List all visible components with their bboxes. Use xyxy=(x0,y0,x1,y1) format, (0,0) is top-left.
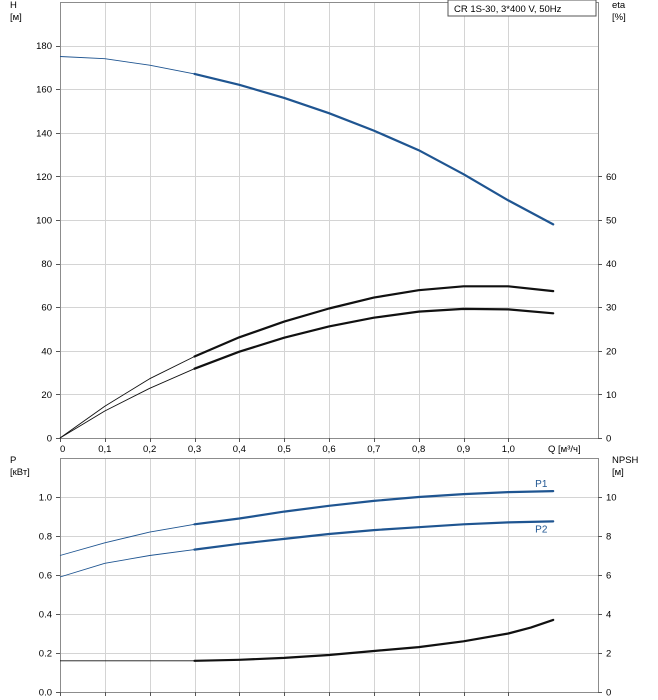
right-axis-tick-label: 50 xyxy=(606,216,617,227)
x-axis-tick-label: 0 xyxy=(60,444,65,455)
x-axis-tick-label: 0,2 xyxy=(143,444,156,455)
series-line xyxy=(193,520,555,551)
right-axis-label: [м] xyxy=(612,467,624,478)
pump-label-box: CR 1S-30, 3*400 V, 50Hz xyxy=(447,0,597,17)
left-axis-tick-label: 160 xyxy=(36,85,52,96)
left-axis-label: [кВт] xyxy=(10,467,30,478)
series-line xyxy=(193,307,555,370)
right-axis-tick-label: 10 xyxy=(606,493,617,504)
series-line-thin xyxy=(59,549,195,578)
series-line-thin xyxy=(59,56,195,75)
right-axis-tick-label: 8 xyxy=(606,532,611,543)
left-axis-tick-label: 1.0 xyxy=(39,493,52,504)
left-axis-label: [м] xyxy=(10,12,22,23)
left-axis-tick-label: 0.2 xyxy=(39,649,52,660)
right-axis-tick-label: 30 xyxy=(606,303,617,314)
series-label: P1 xyxy=(535,479,548,490)
series-label: P2 xyxy=(535,524,548,535)
left-axis-tick-label: 120 xyxy=(36,172,52,183)
left-axis-tick-label: 0 xyxy=(47,434,52,445)
left-axis-tick-label: 140 xyxy=(36,128,52,139)
x-axis-tick-label: 1,0 xyxy=(502,444,515,455)
left-axis-tick-label: 0.4 xyxy=(39,610,52,621)
left-axis-tick-label: 80 xyxy=(41,259,52,270)
pump-label: CR 1S-30, 3*400 V, 50Hz xyxy=(454,4,562,15)
right-axis-tick-label: 10 xyxy=(606,390,617,401)
left-axis-tick-label: 20 xyxy=(41,390,52,401)
right-axis-label: [%] xyxy=(612,12,626,23)
right-axis-tick-label: 6 xyxy=(606,571,611,582)
right-axis-tick-label: 2 xyxy=(606,649,611,660)
left-axis-tick-label: 0.6 xyxy=(39,571,52,582)
series-line xyxy=(193,618,555,662)
right-axis-tick-label: 40 xyxy=(606,259,617,270)
left-axis-tick-label: 0.8 xyxy=(39,532,52,543)
series-line-thin xyxy=(59,523,195,556)
right-axis-tick-label: 20 xyxy=(606,346,617,357)
x-axis-tick-label: 0,5 xyxy=(278,444,291,455)
series-line xyxy=(193,285,555,358)
left-axis-tick-label: 0.0 xyxy=(39,688,52,699)
right-axis-label: NPSH xyxy=(612,455,639,466)
x-axis-tick-label: 0,3 xyxy=(188,444,201,455)
x-axis-tick-label: 0,9 xyxy=(457,444,470,455)
upper-chart-panel: 0 20 40 60 80 100 120 140 160 180 0 10 20 30 40 50 60 H[м… xyxy=(10,0,626,455)
right-axis-label: eta xyxy=(612,0,626,11)
right-axis-tick-label: 4 xyxy=(606,610,611,621)
x-axis-tick-label: 0,6 xyxy=(322,444,335,455)
left-axis-tick-label: 100 xyxy=(36,216,52,227)
x-axis-tick-label: 0,1 xyxy=(98,444,111,455)
x-axis-tick-label: 0,7 xyxy=(367,444,380,455)
series-line-thin xyxy=(59,356,195,439)
left-axis-label: H xyxy=(10,0,17,11)
right-axis-tick-label: 0 xyxy=(606,434,611,445)
lower-chart-panel: 0.0 0.2 0.4 0.6 0.8 1.0 0 2 4 6 8 10 P[кВт] NPSH[м] P1… xyxy=(10,455,639,699)
right-axis-tick-label: 0 xyxy=(606,688,611,699)
series-line-thin xyxy=(59,368,195,439)
x-axis-label: Q [м³/ч] xyxy=(548,444,581,455)
left-axis-label: P xyxy=(10,455,16,466)
series-line xyxy=(193,72,555,226)
right-axis-tick-label: 60 xyxy=(606,172,617,183)
series-line xyxy=(193,490,555,526)
left-axis-tick-label: 180 xyxy=(36,41,52,52)
left-axis-tick-label: 40 xyxy=(41,346,52,357)
left-axis-tick-label: 60 xyxy=(41,303,52,314)
x-axis-tick-label: 0,8 xyxy=(412,444,425,455)
x-axis-tick-label: 0,4 xyxy=(233,444,246,455)
